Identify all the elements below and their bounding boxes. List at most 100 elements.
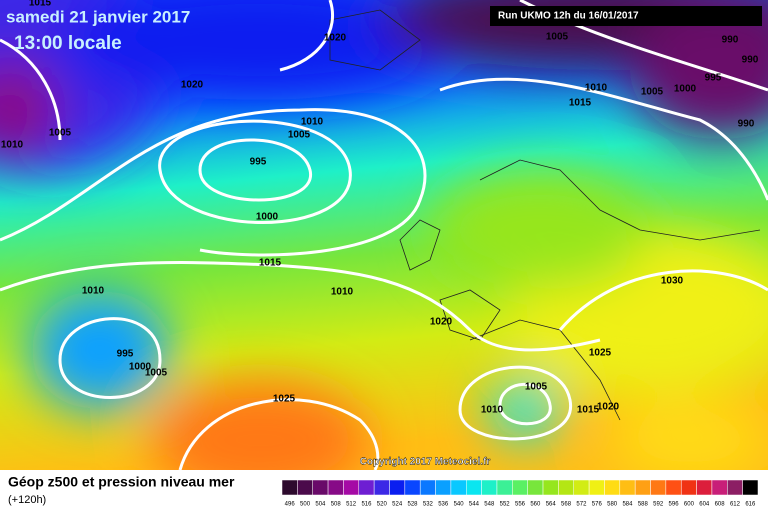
legend-swatch — [680, 479, 697, 496]
isobar-label: 1000 — [129, 362, 152, 373]
isobar-label: 990 — [722, 35, 739, 46]
isobar-label: 1010 — [1, 140, 24, 151]
isobar-label: 990 — [738, 119, 755, 130]
legend-swatch — [312, 479, 329, 496]
isobar-label: 1010 — [481, 405, 504, 416]
legend-swatch — [573, 479, 590, 496]
legend-label: 556 — [515, 502, 526, 508]
isobar-label: 1020 — [430, 317, 453, 328]
isobar-label: 995 — [705, 73, 722, 84]
legend-label: 548 — [484, 502, 495, 508]
footer-subtitle: (+120h) — [8, 494, 46, 506]
legend-label: 540 — [454, 502, 465, 508]
legend-swatch — [588, 479, 605, 496]
isobar-label: 1015 — [259, 258, 282, 269]
isobar-label: 1015 — [577, 405, 600, 416]
legend-swatch — [696, 479, 713, 496]
date: samedi 21 janvier 2017 — [6, 7, 190, 26]
legend-label: 536 — [438, 502, 449, 508]
legend-swatch — [512, 479, 528, 496]
legend-swatch — [650, 479, 667, 496]
legend-swatch — [742, 479, 759, 496]
isobar-label: 1010 — [331, 287, 354, 298]
legend-label: 576 — [592, 502, 603, 508]
legend-label: 532 — [423, 502, 434, 508]
legend-label: 584 — [622, 502, 633, 508]
isobar-label: 1030 — [661, 276, 684, 287]
isobar-label: 1025 — [273, 394, 296, 405]
legend-label: 560 — [530, 502, 541, 508]
isobar-label: 1015 — [569, 98, 592, 109]
isobar-label: 1010 — [301, 117, 324, 128]
isobar-label: 1005 — [525, 382, 548, 393]
isobar-label: 1000 — [674, 84, 697, 95]
legend-swatch — [665, 479, 682, 496]
legend-label: 524 — [392, 502, 403, 508]
legend-swatch — [542, 479, 559, 496]
legend-swatch — [604, 479, 621, 496]
legend-swatch — [711, 479, 728, 496]
legend-label: 608 — [715, 502, 726, 508]
legend-label: 520 — [377, 502, 388, 508]
legend-label: 512 — [346, 502, 357, 508]
isobar-label: 1005 — [288, 130, 311, 141]
isobar-label: 1005 — [641, 87, 664, 98]
isobar-label: 1025 — [589, 348, 612, 359]
isobar-label: 1020 — [181, 80, 204, 91]
legend-label: 552 — [500, 502, 511, 508]
legend-swatch — [727, 479, 743, 496]
isobar-label: 995 — [250, 157, 267, 168]
legend-label: 544 — [469, 502, 480, 508]
isobar-label: 1005 — [145, 368, 168, 379]
legend-label: 604 — [699, 502, 710, 508]
isobar-label: 1010 — [585, 83, 608, 94]
legend-swatch — [281, 479, 298, 496]
legend-label: 580 — [607, 502, 618, 508]
legend-label: 616 — [745, 502, 756, 508]
isobar-label: 1020 — [597, 402, 620, 413]
field — [0, 0, 768, 500]
footer-title: Géop z500 et pression niveau mer — [8, 474, 235, 490]
legend-swatch — [327, 479, 344, 496]
legend-swatch — [358, 479, 375, 496]
legend-label: 588 — [638, 502, 649, 508]
legend-swatch — [481, 479, 498, 496]
legend-swatch — [619, 479, 636, 496]
legend-swatch — [558, 479, 574, 496]
run: Run UKMO 12h du 16/01/2017 — [498, 11, 639, 22]
legend-swatch — [527, 479, 544, 496]
legend-label: 504 — [315, 502, 326, 508]
legend-label: 500 — [300, 502, 311, 508]
isobar-label: 995 — [117, 349, 134, 360]
legend-label: 572 — [576, 502, 587, 508]
legend-label: 612 — [730, 502, 741, 508]
isobar-label: 1000 — [256, 212, 279, 223]
isobar-label: 1010 — [82, 286, 105, 297]
legend-label: 496 — [285, 502, 296, 508]
run-box — [490, 6, 762, 26]
time: 13:00 locale — [14, 33, 122, 54]
legend-swatch — [419, 479, 436, 496]
legend-swatch — [404, 479, 421, 496]
legend-swatch — [435, 479, 452, 496]
isobar-label: 1020 — [324, 33, 347, 44]
legend-label: 516 — [361, 502, 372, 508]
copyright: Copyright 2017 Meteociel.fr — [360, 457, 491, 468]
legend-label: 528 — [408, 502, 419, 508]
legend-label: 508 — [331, 502, 342, 508]
legend-label: 592 — [653, 502, 664, 508]
legend-label: 596 — [669, 502, 680, 508]
legend-label: 600 — [684, 502, 695, 508]
legend: 496 500 504 508 512 516 520 524 528 532 536 540 544 5… — [281, 479, 759, 508]
legend-swatch — [496, 479, 513, 496]
isobar-label: 1005 — [546, 32, 569, 43]
isobars — [0, 0, 768, 470]
legend-swatch — [389, 479, 406, 496]
legend-swatch — [373, 479, 390, 496]
legend-swatch — [634, 479, 651, 496]
legend-swatch — [466, 479, 482, 496]
legend-label: 568 — [561, 502, 572, 508]
isobar-label: 1015 — [29, 0, 52, 9]
